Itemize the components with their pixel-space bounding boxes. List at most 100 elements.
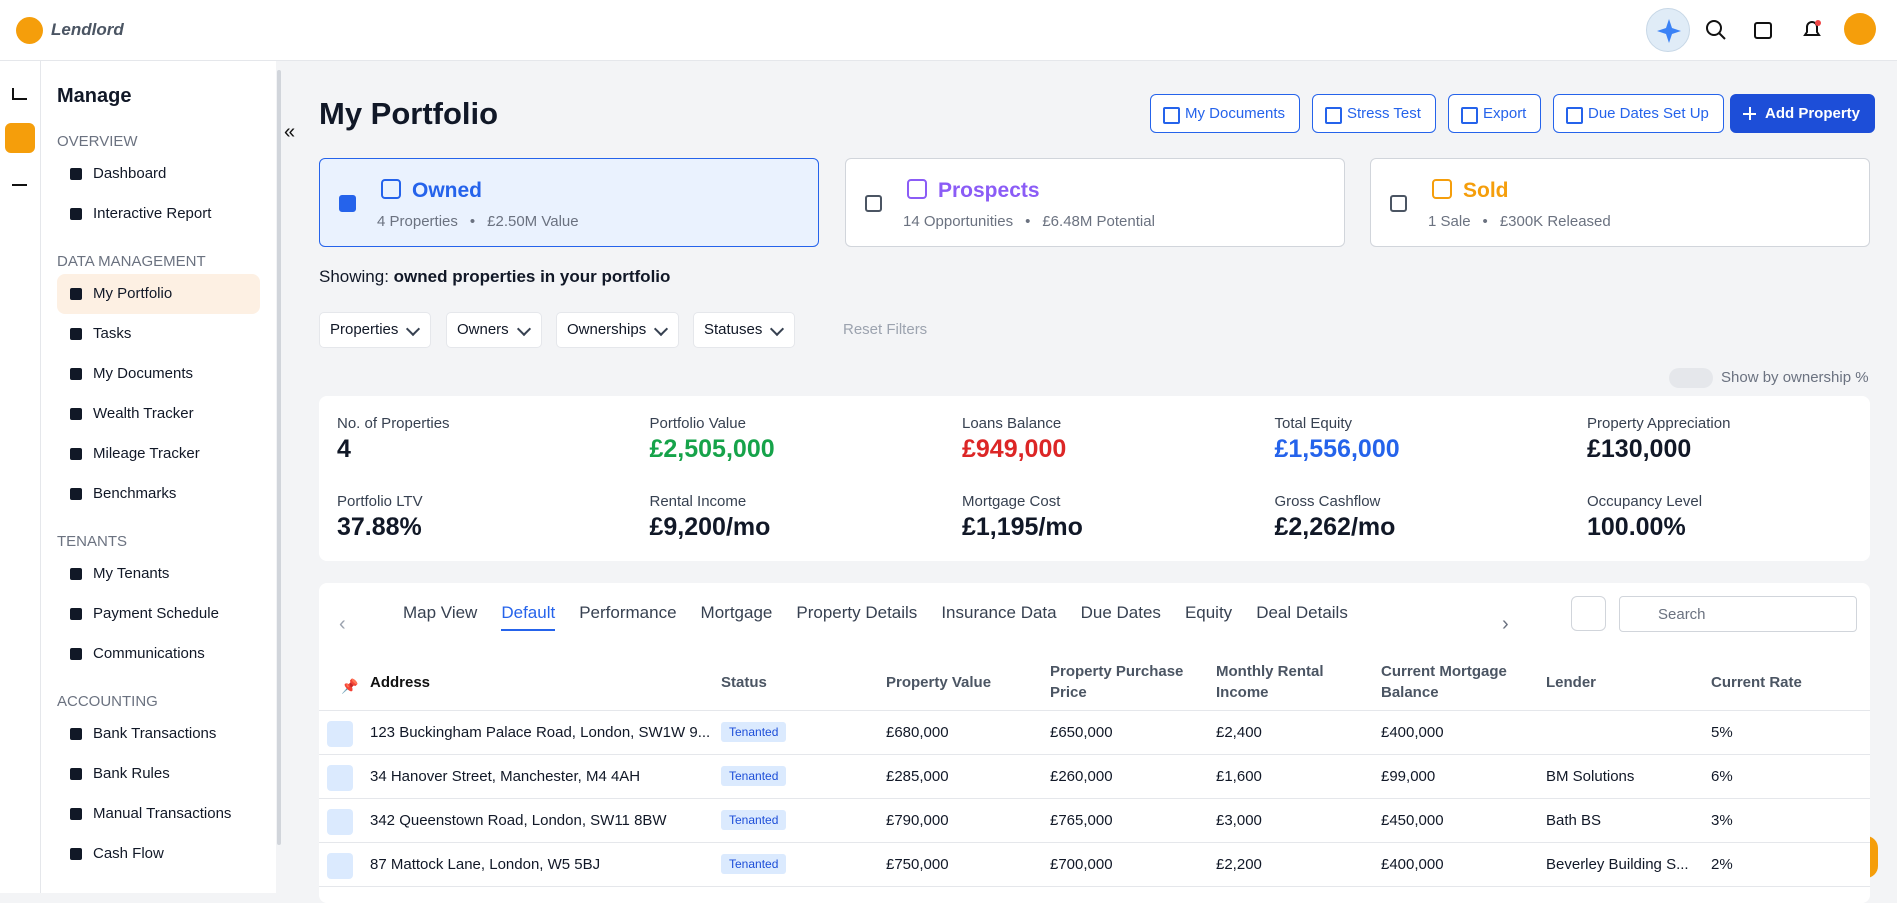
nav-item[interactable]: Manual Transactions [57,794,260,834]
segment-card[interactable]: Sold 1 Sale • £300K Released [1370,158,1870,247]
metric-label: Total Equity [1274,415,1353,432]
status-cell: Tenanted [721,810,787,830]
action-button[interactable]: Stress Test [1312,94,1436,133]
nav-item[interactable]: Interactive Report [57,194,260,234]
action-button[interactable]: Add Property [1730,94,1876,133]
nav-item[interactable]: Mileage Tracker [57,434,260,474]
column-header[interactable]: Current Mortgage Balance [1381,663,1507,701]
column-header[interactable]: Current Rate [1711,674,1802,691]
metric-label: Mortgage Cost [962,493,1061,510]
column-header[interactable]: Monthly Rental Income [1216,663,1324,701]
table-row[interactable] [319,711,1870,755]
checkbox[interactable] [1390,195,1407,212]
nav-item[interactable]: Wealth Tracker [57,394,260,434]
row-icon [327,721,353,747]
action-button[interactable]: My Documents [1150,94,1301,133]
segment-icon [907,179,927,199]
action-button[interactable]: Export [1448,94,1542,133]
table-cell: £285,000 [886,768,949,785]
metric: Loans Balance £949,000 [962,415,1066,464]
logo-mark [16,17,43,44]
metric-label: Portfolio Value [649,415,746,432]
column-settings[interactable] [1571,596,1606,631]
bell-icon[interactable] [1800,18,1824,42]
table-cell: 342 Queenstown Road, London, SW11 8BW [370,812,667,829]
nav-item[interactable]: Dashboard [57,154,260,194]
tab[interactable]: Performance [579,603,677,622]
search-icon[interactable] [1704,18,1728,42]
tab[interactable]: Default [501,603,556,631]
action-button[interactable]: Due Dates Set Up [1553,94,1724,133]
tab[interactable]: Map View [403,603,478,622]
collapse-button[interactable]: « [284,121,296,143]
ai-button[interactable] [1646,8,1690,52]
column-header[interactable]: Status [721,674,767,691]
checkbox[interactable] [339,195,356,212]
metric-label: Property Appreciation [1587,415,1731,432]
filter-dropdown[interactable]: Properties [319,312,432,348]
metric-value: 4 [337,435,351,463]
filter-dropdown[interactable]: Ownerships [556,312,680,348]
table-cell: 34 Hanover Street, Manchester, M4 4AH [370,768,641,785]
rail-icon[interactable] [12,88,27,100]
status-badge: Tenanted [721,854,787,874]
nav-item[interactable]: My Documents [57,354,260,394]
tab[interactable]: Mortgage [700,603,773,622]
section-heading: TENANTS [57,533,128,550]
table-cell: 5% [1711,724,1733,741]
tab[interactable]: Property Details [796,603,918,622]
table-cell: £260,000 [1050,768,1113,785]
nav-item[interactable]: Benchmarks [57,474,260,514]
toggle[interactable] [1669,368,1713,388]
rail-icon[interactable] [12,174,27,186]
metric: Gross Cashflow £2,262/mo [1275,493,1396,542]
column-header[interactable]: Lender [1546,674,1597,691]
segment-title: Sold [1463,179,1509,202]
filter-dropdown[interactable]: Owners [446,312,542,348]
column-header[interactable]: Address [370,674,431,691]
tab-prev[interactable]: ‹ [339,613,346,635]
table-row[interactable] [319,799,1870,843]
table-cell: £1,600 [1216,768,1262,785]
table-row[interactable] [319,755,1870,799]
nav-item[interactable]: Bank Rules [57,754,260,794]
table-row[interactable] [319,843,1870,887]
checkbox[interactable] [865,195,882,212]
tab[interactable]: Equity [1184,603,1233,622]
segment-card[interactable]: Prospects 14 Opportunities • £6.48M Potenti… [845,158,1345,247]
sidebar-title: Manage [57,85,132,107]
filter-dropdown[interactable]: Statuses [693,312,796,348]
table-card: ‹ › Map View Default Performance Mortgage Prop… [319,583,1870,903]
tab[interactable]: Due Dates [1080,603,1161,622]
section-heading: OVERVIEW [57,133,138,150]
reset-filters[interactable]: Reset Filters [843,321,928,338]
column-header[interactable]: Property Purchase Price [1050,663,1184,701]
column-header[interactable]: Property Value [886,674,992,691]
segment-card[interactable]: Owned 4 Properties • £2.50M Value [319,158,819,247]
nav-item[interactable]: Communications [57,634,260,674]
avatar[interactable] [1844,13,1876,45]
segment-value: £2.50M Value [487,213,579,230]
tab[interactable]: Insurance Data [941,603,1057,622]
search-box[interactable]: Search [1619,596,1857,632]
rail-icon-active[interactable] [5,123,35,153]
table-cell: £3,000 [1216,812,1262,829]
metric-label: Rental Income [649,493,747,510]
tab-next[interactable]: › [1502,613,1509,635]
nav-item[interactable]: Bank Transactions [57,714,260,754]
nav-item[interactable]: Cash Flow [57,834,260,874]
table-cell: £680,000 [886,724,949,741]
metric: Occupancy Level 100.00% [1587,493,1702,542]
dot: • [1025,213,1031,230]
nav-item[interactable]: Tasks [57,314,260,354]
nav-item[interactable]: My Tenants [57,554,260,594]
nav-item[interactable]: My Portfolio [57,274,260,314]
tab[interactable]: Deal Details [1256,603,1348,622]
metric: Portfolio LTV 37.88% [337,493,423,542]
row-icon [327,765,353,791]
showing-label: Showing: [319,267,389,286]
calendar-icon[interactable] [1752,18,1776,42]
nav-item[interactable]: Payment Schedule [57,594,260,634]
segment-value: £6.48M Potential [1042,213,1155,230]
